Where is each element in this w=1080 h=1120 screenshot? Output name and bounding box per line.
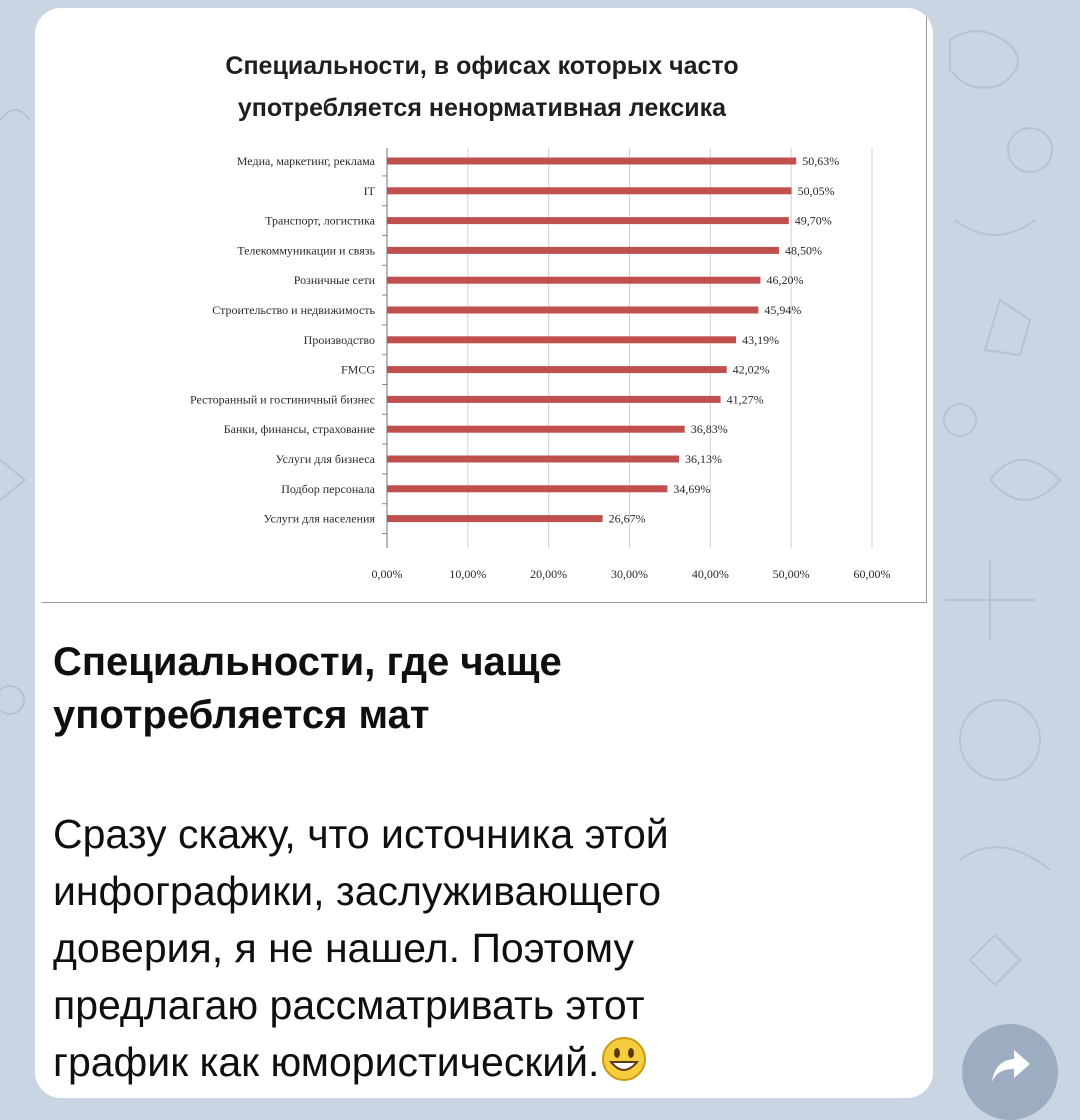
post-body-line: график как юмористический.	[53, 1034, 913, 1091]
value-label: 50,05%	[798, 184, 835, 198]
x-tick-label: 30,00%	[611, 567, 648, 581]
bar	[387, 485, 668, 493]
value-label: 50,63%	[802, 154, 839, 168]
chart-title-line: Специальности, в офисах которых часто	[225, 52, 738, 80]
post-body-line: доверия, я не нашел. Поэтому	[53, 925, 635, 971]
value-label: 43,19%	[742, 333, 779, 347]
x-tick-label: 50,00%	[773, 567, 810, 581]
post-title: Специальности, где чаще употребляется ма…	[53, 636, 913, 742]
x-tick-label: 40,00%	[692, 567, 729, 581]
category-label: Подбор персонала	[281, 482, 375, 496]
value-label: 36,83%	[691, 422, 728, 436]
post-title-line: употребляется мат	[53, 693, 430, 737]
chart-image[interactable]: Специальности, в офисах которых часто упо…	[42, 16, 927, 603]
bar	[387, 157, 797, 165]
bar	[387, 425, 685, 433]
grinning-face-emoji-icon	[602, 1037, 647, 1081]
category-label: Розничные сети	[294, 273, 376, 287]
category-label: Услуги для населения	[263, 512, 375, 526]
x-tick-label: 0,00%	[372, 567, 403, 581]
category-label: IT	[364, 184, 376, 198]
x-tick-label: 20,00%	[530, 567, 567, 581]
x-tick-label: 10,00%	[449, 567, 486, 581]
value-label: 26,67%	[609, 512, 646, 526]
post-body-line: Сразу скажу, что источника этой	[53, 811, 669, 857]
forward-arrow-icon	[992, 1050, 1030, 1082]
category-label: Транспорт, логистика	[265, 214, 376, 228]
post-body-line: инфографики, заслуживающего	[53, 868, 662, 914]
category-label: Медиа, маркетинг, реклама	[237, 154, 376, 168]
category-label: Производство	[304, 333, 375, 347]
bar	[387, 246, 780, 254]
category-label: Строительство и недвижимость	[212, 303, 375, 317]
bar	[387, 306, 759, 314]
category-label: FMCG	[341, 363, 375, 377]
value-label: 34,69%	[673, 482, 710, 496]
bar	[387, 217, 789, 225]
value-label: 46,20%	[766, 273, 803, 287]
category-label: Банки, финансы, страхование	[224, 422, 375, 436]
post-body-line: предлагаю рассматривать этот	[53, 982, 645, 1028]
post-body: Сразу скажу, что источника этой инфограф…	[53, 806, 913, 1091]
value-label: 42,02%	[733, 363, 770, 377]
message-bubble: Специальности, в офисах которых часто упо…	[35, 8, 933, 1098]
chat-wallpaper	[0, 30, 1062, 987]
bar-chart: Специальности, в офисах которых часто упо…	[190, 52, 891, 581]
bar	[387, 515, 603, 523]
bar	[387, 276, 761, 284]
chart-title-line: употребляется ненормативная лексика	[238, 94, 727, 122]
bar	[387, 336, 737, 344]
category-label: Ресторанный и гостиничный бизнес	[190, 392, 375, 406]
value-label: 48,50%	[785, 243, 822, 257]
category-label: Услуги для бизнеса	[276, 452, 376, 466]
value-label: 45,94%	[764, 303, 801, 317]
category-label: Телекоммуникации и связь	[237, 243, 375, 257]
bar	[387, 366, 727, 374]
value-label: 36,13%	[685, 452, 722, 466]
x-tick-label: 60,00%	[854, 567, 891, 581]
forward-button[interactable]	[962, 1024, 1058, 1120]
bar	[387, 187, 792, 195]
value-label: 49,70%	[795, 214, 832, 228]
bar	[387, 455, 680, 463]
value-label: 41,27%	[727, 392, 764, 406]
post-title-line: Специальности, где чаще	[53, 640, 562, 684]
bar	[387, 395, 721, 403]
post-body-line-text: график как юмористический.	[53, 1039, 600, 1085]
